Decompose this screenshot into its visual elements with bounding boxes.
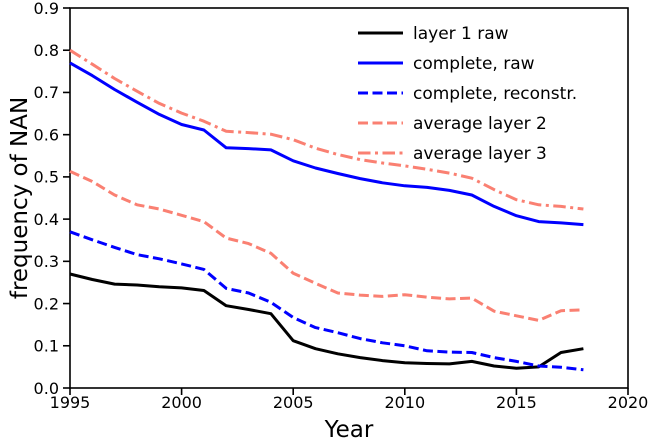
legend: layer 1 raw complete, raw complete, recons… xyxy=(358,24,577,164)
legend-label-complete-reconstr: complete, reconstr. xyxy=(413,84,577,104)
y-tick-label: 0.1 xyxy=(34,337,59,356)
plot-border xyxy=(69,7,629,389)
legend-item-layer-1-raw: layer 1 raw xyxy=(358,24,509,44)
legend-label-layer-1-raw: layer 1 raw xyxy=(413,24,509,44)
series-average-layer-3 xyxy=(69,48,584,211)
legend-label-complete-raw: complete, raw xyxy=(413,54,535,74)
series-complete-raw xyxy=(69,61,584,227)
x-tick-label: 2005 xyxy=(273,393,314,412)
y-tick-label: 0.5 xyxy=(34,168,59,187)
legend-label-average-layer-3: average layer 3 xyxy=(413,144,547,164)
x-tick-label: 1995 xyxy=(50,393,91,412)
x-tick-label: 2000 xyxy=(161,393,202,412)
series-complete-reconstr xyxy=(69,230,584,372)
y-tick-label: 0.8 xyxy=(34,41,59,60)
legend-label-average-layer-2: average layer 2 xyxy=(413,114,547,134)
x-axis-label: Year xyxy=(324,417,374,443)
y-tick-label: 0.2 xyxy=(34,294,59,313)
legend-item-complete-raw: complete, raw xyxy=(358,54,535,74)
y-tick-label: 0.9 xyxy=(34,0,59,18)
legend-item-average-layer-3: average layer 3 xyxy=(358,144,547,164)
x-tick-label: 2015 xyxy=(496,393,537,412)
y-tick-label: 0.7 xyxy=(34,83,59,102)
legend-item-complete-reconstr: complete, reconstr. xyxy=(358,84,577,104)
x-tick-label: 2020 xyxy=(608,393,649,412)
y-tick-label: 0.4 xyxy=(34,210,59,229)
legend-item-average-layer-2: average layer 2 xyxy=(358,114,547,134)
y-axis-label: frequency of NAN xyxy=(7,97,33,299)
series-layer-1-raw xyxy=(69,272,584,370)
series-average-layer-2 xyxy=(69,170,584,322)
y-tick-label: 0.6 xyxy=(34,125,59,144)
y-tick-label: 0.3 xyxy=(34,252,59,271)
y-tick-label: 0.0 xyxy=(34,379,59,398)
x-tick-label: 2010 xyxy=(384,393,425,412)
